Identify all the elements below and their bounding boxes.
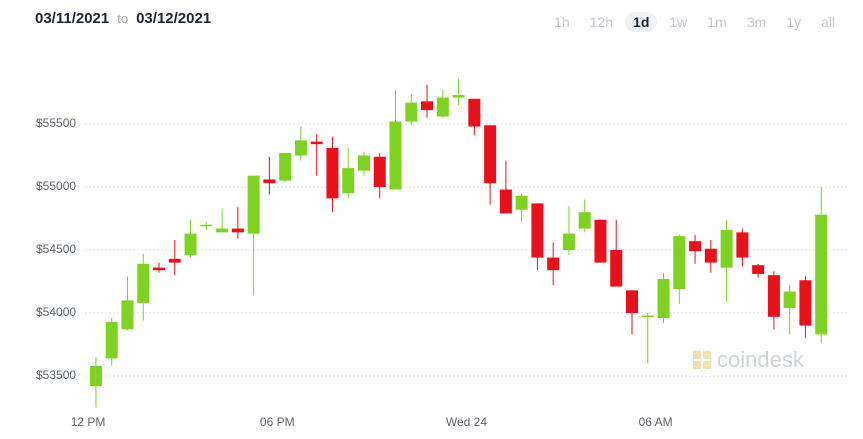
candle-body <box>357 155 370 171</box>
range-button[interactable]: 1d <box>625 12 658 32</box>
candle-body <box>641 315 654 318</box>
candle-body <box>547 257 560 271</box>
candle-body <box>342 168 355 194</box>
candle-body <box>610 250 623 287</box>
candle-body <box>452 95 465 98</box>
watermark-icon <box>693 361 701 369</box>
candle-body <box>389 121 402 190</box>
candle-body <box>421 101 434 111</box>
range-selector: 1h 12h 1d 1w 1m 3m 1y all <box>546 12 843 32</box>
to-word: to <box>117 11 129 26</box>
candle-body <box>310 141 323 145</box>
candle-body <box>767 275 780 317</box>
candle-body <box>436 97 449 117</box>
date-from: 03/11/2021 <box>35 10 110 27</box>
candle-body <box>499 189 512 214</box>
candle-body <box>168 258 181 263</box>
range-button[interactable]: 12h <box>589 14 614 30</box>
candle-body <box>673 236 686 290</box>
candle-body <box>720 229 733 268</box>
candle-body <box>484 125 497 184</box>
candle-body <box>736 232 749 258</box>
candle-body <box>626 290 639 313</box>
y-tick-label: $55500 <box>36 116 76 130</box>
candle-body <box>247 175 260 234</box>
candle-body <box>689 241 702 252</box>
range-button[interactable]: 1h <box>554 14 570 30</box>
candle-body <box>373 156 386 187</box>
candle-body <box>231 228 244 233</box>
range-button[interactable]: 3m <box>746 14 767 30</box>
watermark-icon <box>703 361 711 369</box>
candle-body <box>263 179 276 184</box>
candle-body <box>216 228 229 233</box>
watermark-icon <box>703 351 711 359</box>
candle-body <box>799 280 812 326</box>
candle-body <box>657 278 670 319</box>
candle-body <box>468 98 481 127</box>
x-tick-label: 06 PM <box>260 415 295 429</box>
candle-body <box>578 212 591 229</box>
candle-body <box>294 140 307 156</box>
y-tick-label: $54500 <box>36 242 76 256</box>
candle-body <box>783 291 796 308</box>
range-button[interactable]: all <box>820 14 835 30</box>
x-tick-label: 06 AM <box>639 415 673 429</box>
y-tick-label: $55000 <box>36 179 76 193</box>
watermark <box>693 351 711 369</box>
candle-body <box>137 263 150 303</box>
date-range: 03/11/2021 to 03/12/2021 <box>35 10 211 27</box>
watermark-text: coindesk <box>717 347 805 372</box>
candle-body <box>815 214 828 335</box>
date-to: 03/12/2021 <box>136 10 212 27</box>
x-tick-label: Wed 24 <box>446 415 487 429</box>
candle-body <box>594 219 607 263</box>
x-tick-label: 12 PM <box>71 415 106 429</box>
candle-body <box>562 233 575 250</box>
candle-body <box>704 248 717 263</box>
candle-body <box>531 203 544 258</box>
candle-body <box>405 102 418 122</box>
candle-body <box>279 152 292 181</box>
candle-body <box>184 233 197 256</box>
candle-body <box>326 147 339 199</box>
range-button[interactable]: 1m <box>707 14 727 30</box>
watermark-icon <box>693 351 701 359</box>
candle-body <box>515 195 528 210</box>
candle-body <box>89 365 102 387</box>
y-tick-label: $53500 <box>36 368 76 382</box>
candle-body <box>105 321 118 359</box>
candle-body <box>121 300 134 330</box>
candle-body <box>200 224 213 227</box>
candle-body <box>752 265 765 274</box>
y-tick-label: $54000 <box>36 305 76 319</box>
range-button[interactable]: 1y <box>786 14 801 30</box>
range-button[interactable]: 1w <box>669 14 688 30</box>
candle-body <box>153 267 166 271</box>
